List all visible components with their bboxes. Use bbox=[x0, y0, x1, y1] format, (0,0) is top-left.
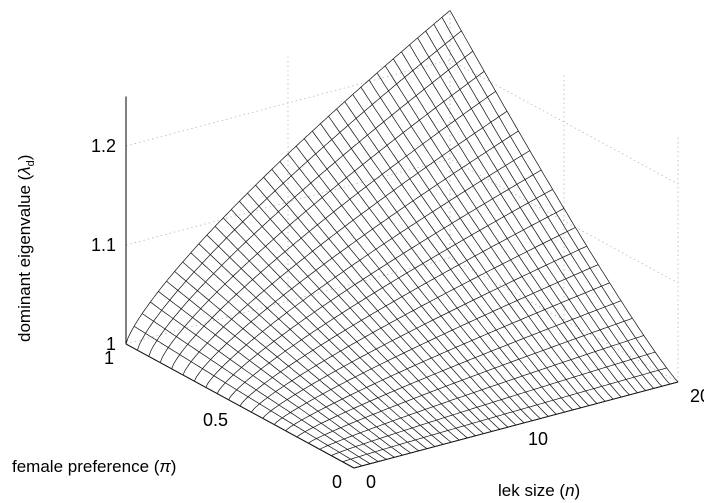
mesh-line-n bbox=[336, 108, 565, 413]
mesh-line-pi bbox=[331, 351, 656, 456]
mesh-line-n bbox=[311, 130, 541, 419]
z-tick-label: 1.1 bbox=[91, 235, 116, 255]
mesh-line-n bbox=[384, 65, 614, 400]
mesh-line-n bbox=[344, 101, 573, 411]
y-tick-label: 1 bbox=[104, 348, 114, 368]
mesh-line-pi bbox=[308, 317, 633, 444]
mesh-line-pi bbox=[228, 189, 553, 400]
mesh-line-n bbox=[150, 301, 379, 462]
tick-labels: 11.11.200.5101020 bbox=[91, 136, 704, 492]
mesh-line-n bbox=[174, 271, 403, 456]
mesh-line-n bbox=[287, 153, 517, 426]
mesh-line-n bbox=[125, 343, 355, 469]
mesh-line-n bbox=[392, 58, 622, 398]
mesh-line-n bbox=[368, 79, 598, 404]
x-tick-label: 0 bbox=[366, 472, 376, 492]
y-axis-label: female preference (π) bbox=[12, 457, 176, 476]
x-axis-label: lek size (n) bbox=[498, 481, 580, 500]
mesh-line-n bbox=[417, 37, 646, 391]
mesh-line-n bbox=[425, 30, 654, 389]
z-tick-label: 1 bbox=[106, 334, 116, 354]
mesh-line-n bbox=[182, 261, 411, 454]
x-tick-label: 20 bbox=[690, 386, 704, 406]
mesh-line-n bbox=[255, 184, 484, 434]
mesh-line-n bbox=[198, 243, 428, 449]
grid-lines bbox=[125, 10, 679, 383]
mesh-line-n bbox=[279, 161, 509, 428]
mesh-line-n bbox=[271, 169, 501, 430]
y-tick-label: 0.5 bbox=[203, 410, 228, 430]
mesh-line-pi bbox=[239, 208, 565, 407]
y-tick-label: 0 bbox=[332, 472, 342, 492]
mesh-line-n bbox=[239, 201, 468, 439]
mesh-line-n bbox=[158, 291, 387, 460]
x-tick-label: 10 bbox=[528, 429, 548, 449]
mesh-line-n bbox=[303, 138, 533, 421]
mesh-line-pi bbox=[262, 245, 587, 419]
mesh-line-n bbox=[247, 192, 476, 437]
mesh-line-n bbox=[263, 176, 492, 432]
surface-mesh bbox=[125, 10, 679, 469]
mesh-line-n bbox=[231, 209, 460, 441]
mesh-line-n bbox=[449, 10, 679, 383]
mesh-line-n bbox=[409, 44, 638, 394]
mesh-line-n bbox=[166, 280, 395, 458]
mesh-line-pi bbox=[171, 91, 496, 369]
mesh-line-n bbox=[206, 234, 436, 447]
mesh-line-n bbox=[222, 217, 452, 443]
mesh-line-n bbox=[376, 72, 606, 402]
mesh-line-n bbox=[352, 94, 582, 409]
z-tick-label: 1.2 bbox=[91, 136, 116, 156]
mesh-line-pi bbox=[251, 227, 576, 413]
mesh-line-n bbox=[441, 17, 671, 385]
mesh-line-n bbox=[401, 51, 630, 396]
mesh-line-n bbox=[433, 23, 663, 387]
mesh-line-n bbox=[328, 116, 557, 415]
mesh-line-n bbox=[295, 145, 525, 424]
z-axis-label: dominant eigenvalue (λd) bbox=[15, 155, 37, 342]
mesh-line-pi bbox=[137, 30, 462, 351]
z-gridline bbox=[125, 158, 679, 284]
mesh-line-n bbox=[214, 226, 444, 445]
mesh-line-pi bbox=[296, 300, 622, 438]
mesh-line-n bbox=[360, 86, 590, 406]
mesh-line-n bbox=[133, 325, 363, 467]
mesh-line-n bbox=[320, 123, 549, 417]
mesh-line-pi bbox=[148, 50, 474, 357]
z-gridline bbox=[125, 59, 679, 185]
mesh-line-n bbox=[190, 252, 420, 452]
mesh-line-n bbox=[141, 313, 371, 465]
